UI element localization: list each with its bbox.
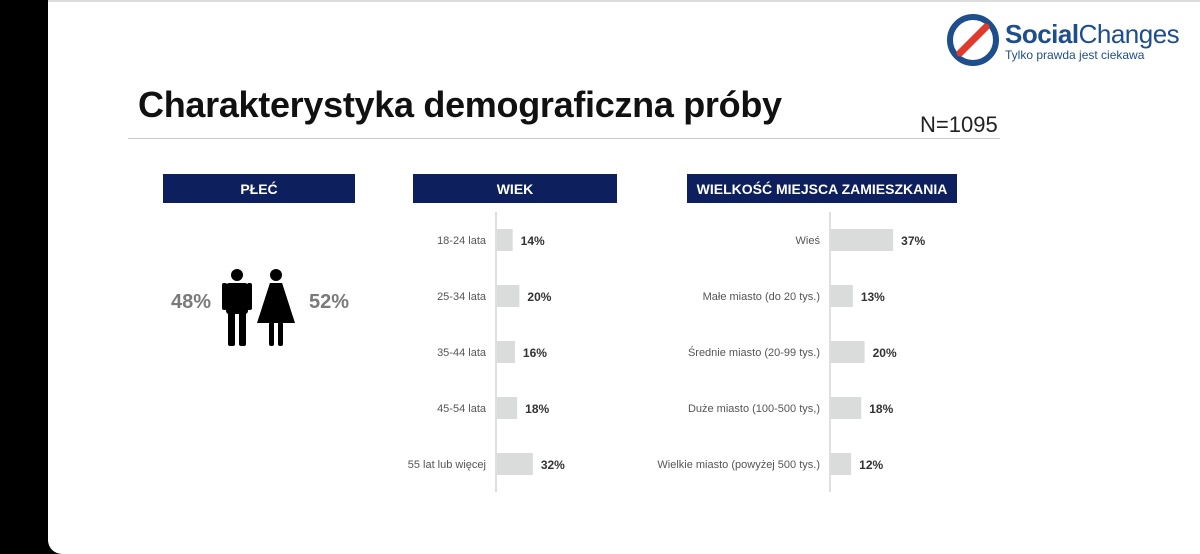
logo-brand-bold: Social <box>1005 19 1079 49</box>
residence-bar <box>831 397 862 419</box>
residence-category-label: Wielkie miasto (powyżej 500 tys.) <box>657 459 820 471</box>
residence-category-label: Małe miasto (do 20 tys.) <box>703 291 820 303</box>
age-header: WIEK <box>413 174 617 203</box>
socialchanges-logo: SocialChanges Tylko prawda jest ciekawa <box>945 12 1195 72</box>
slide: SocialChanges Tylko prawda jest ciekawa … <box>48 0 1200 554</box>
age-value-label: 18% <box>525 402 549 416</box>
age-value-label: 20% <box>527 290 551 304</box>
age-bar <box>497 341 515 363</box>
age-bar <box>497 229 513 251</box>
logo-brand: SocialChanges <box>1005 19 1180 49</box>
page-title: Charakterystyka demograficzna próby <box>138 84 782 125</box>
residence-value-label: 20% <box>873 346 897 360</box>
residence-bar <box>831 285 853 307</box>
logo-mark-icon <box>947 14 999 66</box>
title-divider <box>128 138 1000 139</box>
female-percent: 52% <box>309 291 350 313</box>
age-bar <box>497 285 520 307</box>
residence-bar <box>831 341 865 363</box>
sample-size: N=1095 <box>920 112 998 137</box>
age-chart-svg: 18-24 lata 14% 25-34 lata 20% 35-44 lata 16% 4… <box>408 212 565 492</box>
age-value-label: 16% <box>523 346 547 360</box>
age-chart: 18-24 lata 14% 25-34 lata 20% 35-44 lata 16% 4… <box>378 212 638 494</box>
residence-value-label: 13% <box>861 290 885 304</box>
residence-value-label: 12% <box>859 458 883 472</box>
residence-category-label: Wieś <box>796 235 821 247</box>
residence-category-label: Średnie miasto (20-99 tys.) <box>688 346 820 359</box>
male-female-icon <box>222 269 295 346</box>
residence-value-label: 18% <box>869 402 893 416</box>
age-category-label: 55 lat lub więcej <box>408 459 486 471</box>
age-bar <box>497 453 533 475</box>
age-value-label: 32% <box>541 458 565 472</box>
residence-value-label: 37% <box>901 234 925 248</box>
residence-bar <box>831 229 894 251</box>
age-category-label: 25-34 lata <box>437 291 487 303</box>
gender-header: PŁEĆ <box>163 174 355 203</box>
logo-tagline: Tylko prawda jest ciekawa <box>1005 48 1145 62</box>
residence-chart: Wieś 37% Małe miasto (do 20 tys.) 13% Średni… <box>638 212 998 494</box>
age-category-label: 45-54 lata <box>437 403 487 415</box>
logo-brand-light: Changes <box>1078 19 1180 49</box>
age-category-label: 35-44 lata <box>437 347 487 359</box>
residence-header: WIELKOŚĆ MIEJSCA ZAMIESZKANIA <box>687 174 957 203</box>
residence-bar <box>831 453 852 475</box>
age-bar <box>497 397 518 419</box>
age-value-label: 14% <box>521 234 545 248</box>
male-percent: 48% <box>171 291 212 313</box>
age-category-label: 18-24 lata <box>437 235 487 247</box>
residence-chart-svg: Wieś 37% Małe miasto (do 20 tys.) 13% Średni… <box>657 212 926 492</box>
residence-category-label: Duże miasto (100-500 tys,) <box>688 403 820 415</box>
